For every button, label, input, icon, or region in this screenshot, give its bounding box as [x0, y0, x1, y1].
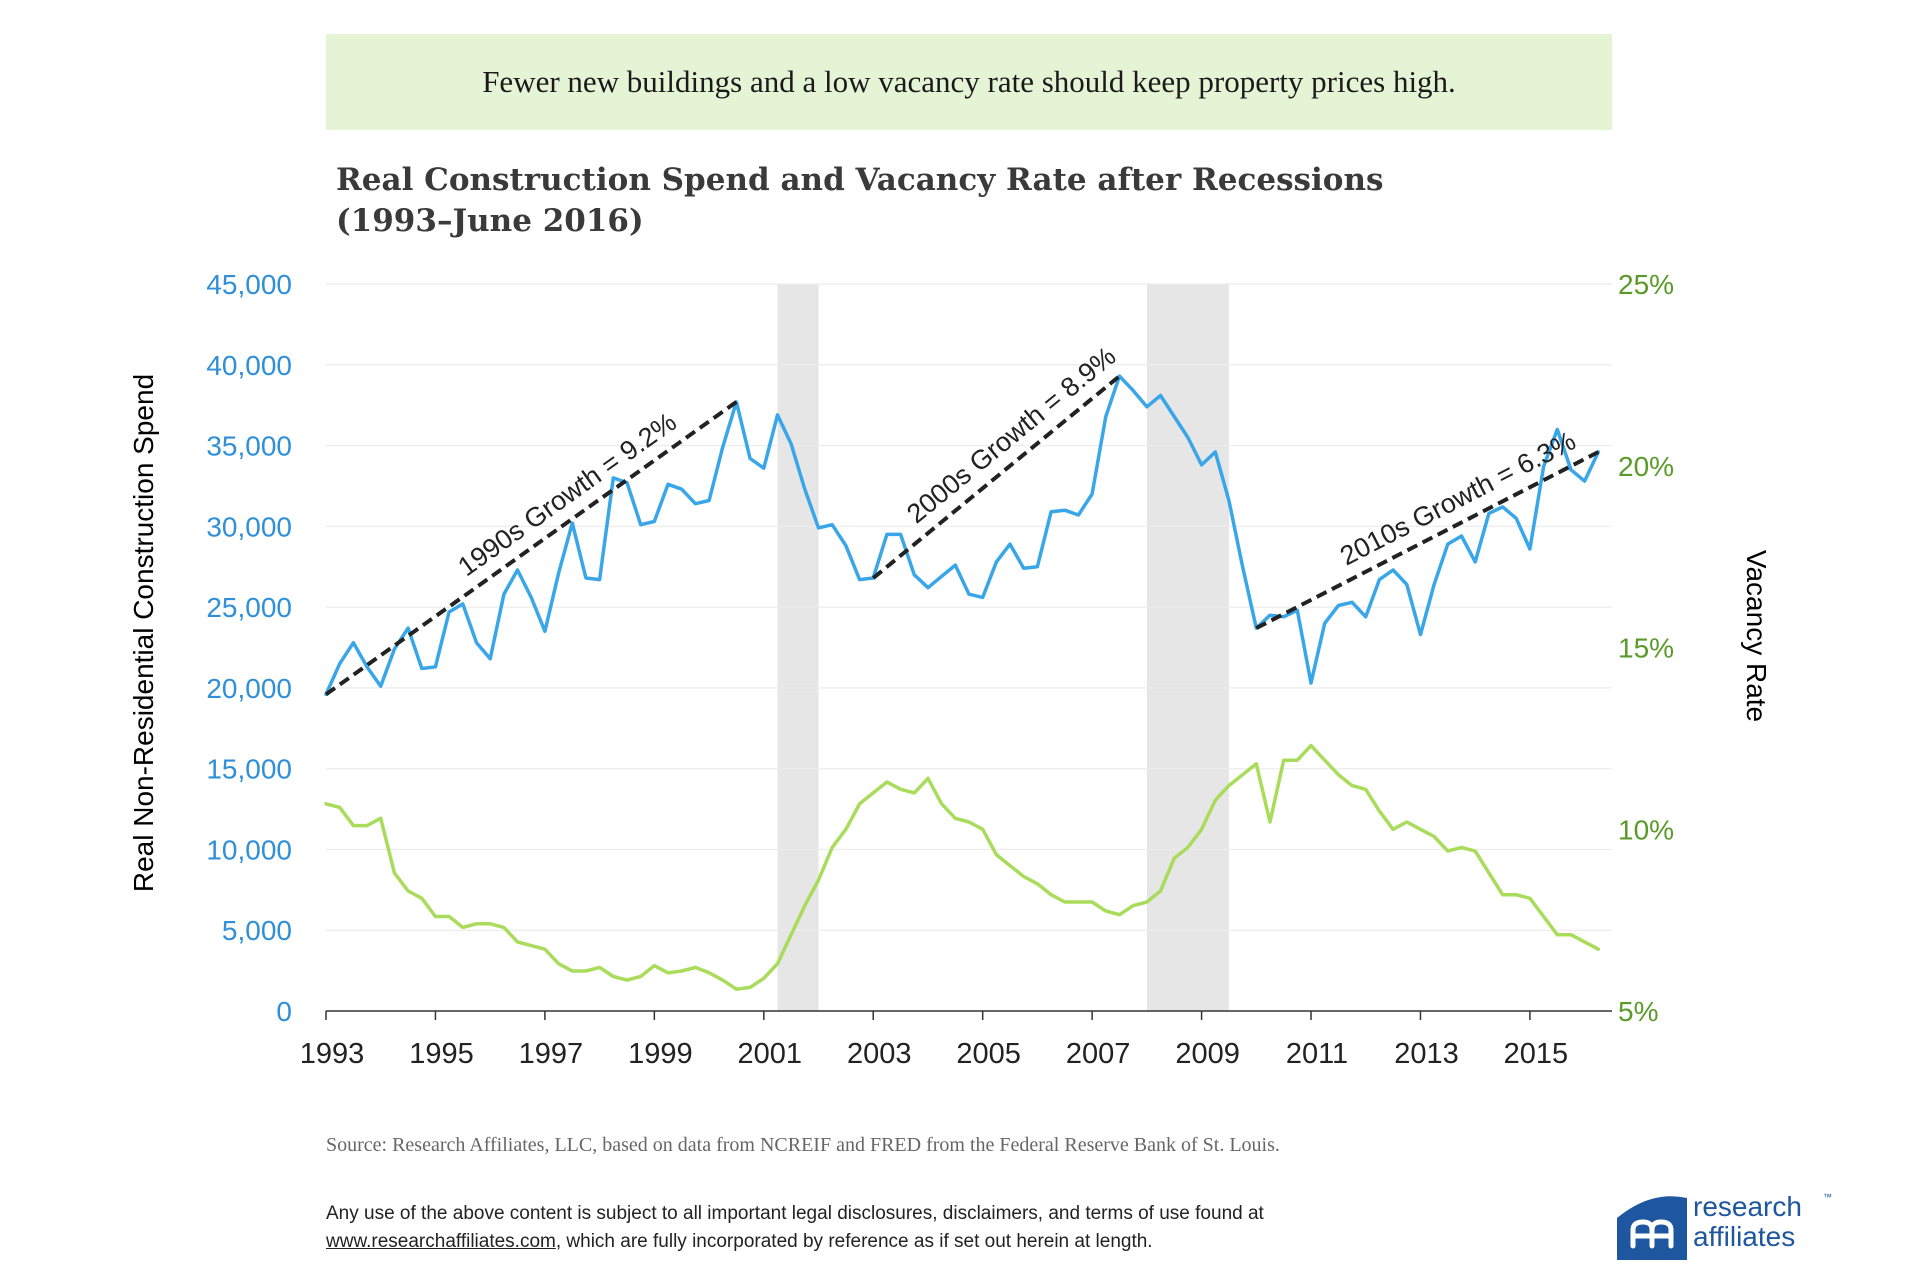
- x-tick-label: 1993: [300, 1038, 365, 1070]
- headline-text: Fewer new buildings and a low vacancy ra…: [482, 64, 1456, 99]
- left-tick-label: 5,000: [222, 915, 292, 946]
- website-link[interactable]: www.researchaffiliates.com: [326, 1231, 556, 1252]
- logo-word-affiliates: affiliates: [1693, 1221, 1796, 1252]
- x-tick-label: 2015: [1504, 1038, 1569, 1070]
- x-axis: [325, 1010, 1612, 1020]
- right-tick-label: 15%: [1618, 633, 1674, 664]
- logo-word-research: research: [1693, 1191, 1802, 1222]
- chart-title: Real Construction Spend and Vacancy Rate…: [336, 160, 1383, 242]
- x-tick-label: 2005: [956, 1038, 1021, 1070]
- disclaimer-line-2-text: , which are fully incorporated by refere…: [555, 1231, 1153, 1252]
- left-tick-label: 15,000: [206, 754, 292, 785]
- left-tick-label: 20,000: [206, 673, 292, 704]
- research-affiliates-logo: research affiliates ™: [1617, 1190, 1837, 1262]
- right-tick-label: 10%: [1618, 814, 1674, 845]
- x-tick-label: 2009: [1175, 1038, 1240, 1070]
- left-tick-label: 35,000: [206, 431, 292, 462]
- x-tick-label: 1999: [628, 1038, 693, 1070]
- chart-title-line-2: (1993–June 2016): [336, 203, 644, 239]
- left-axis-tick-labels: 0 5,000 10,000 15,000 20,000 25,000 30,000 35,0…: [206, 269, 292, 1027]
- construction-spend-line: [324, 374, 1601, 697]
- trend-label-1: 1990s Growth = 9.2%: [452, 407, 681, 583]
- x-tick-label: 2007: [1066, 1038, 1131, 1070]
- left-tick-label: 0: [276, 996, 292, 1027]
- right-tick-label: 5%: [1618, 996, 1658, 1027]
- recession-band-1: [777, 284, 819, 1011]
- left-tick-label: 40,000: [206, 350, 292, 381]
- source-note: Source: Research Affiliates, LLC, based …: [326, 1134, 1280, 1156]
- left-tick-label: 45,000: [206, 269, 292, 300]
- right-tick-label: 20%: [1618, 451, 1674, 482]
- right-tick-label: 25%: [1618, 269, 1674, 300]
- left-axis-label: Real Non-Residential Construction Spend: [128, 374, 159, 892]
- logo-wordmark: research affiliates: [1693, 1192, 1802, 1252]
- right-axis-tick-labels: 5% 10% 15% 20% 25%: [1618, 269, 1674, 1027]
- disclaimer-line-1: Any use of the above content is subject …: [326, 1203, 1264, 1224]
- vacancy-rate-line: [324, 743, 1601, 991]
- x-tick-label: 1997: [519, 1038, 584, 1070]
- trend-line-2: [871, 374, 1121, 580]
- chart: 0 5,000 10,000 15,000 20,000 25,000 30,000 35,0…: [128, 269, 1772, 1070]
- logo-mark-icon: [1617, 1196, 1687, 1260]
- x-tick-label: 1995: [409, 1038, 474, 1070]
- left-tick-label: 10,000: [206, 834, 292, 865]
- x-tick-label: 2013: [1394, 1038, 1459, 1070]
- x-tick-label: 2001: [738, 1038, 803, 1070]
- right-axis-label: Vacancy Rate: [1741, 550, 1772, 722]
- recession-band-2: [1146, 284, 1229, 1011]
- trend-label-3: 2010s Growth = 6.3%: [1335, 426, 1580, 572]
- headline-banner: Fewer new buildings and a low vacancy ra…: [326, 34, 1612, 130]
- x-tick-label: 2003: [847, 1038, 912, 1070]
- gridlines: [326, 283, 1612, 931]
- trend-line-3: [1255, 450, 1600, 630]
- left-tick-label: 30,000: [206, 511, 292, 542]
- legal-disclaimer: Any use of the above content is subject …: [326, 1200, 1264, 1256]
- trend-lines: 1990s Growth = 9.2% 2000s Growth = 8.9% 20…: [324, 341, 1600, 696]
- disclaimer-line-2: www.researchaffiliates.com, which are fu…: [326, 1228, 1264, 1256]
- logo-trademark: ™: [1823, 1192, 1832, 1202]
- trend-label-group: 2010s Growth = 6.3%: [1335, 426, 1580, 572]
- series-lines: [324, 374, 1601, 991]
- x-tick-label: 2011: [1286, 1038, 1348, 1070]
- x-axis-tick-labels: 1993 1995 1997 1999 2001 2003 2005 2007 2009 2011…: [300, 1038, 1568, 1070]
- left-tick-label: 25,000: [206, 592, 292, 623]
- trend-label-group: 1990s Growth = 9.2%: [452, 407, 681, 583]
- chart-title-line-1: Real Construction Spend and Vacancy Rate…: [336, 162, 1384, 198]
- recession-shading: [777, 284, 1229, 1011]
